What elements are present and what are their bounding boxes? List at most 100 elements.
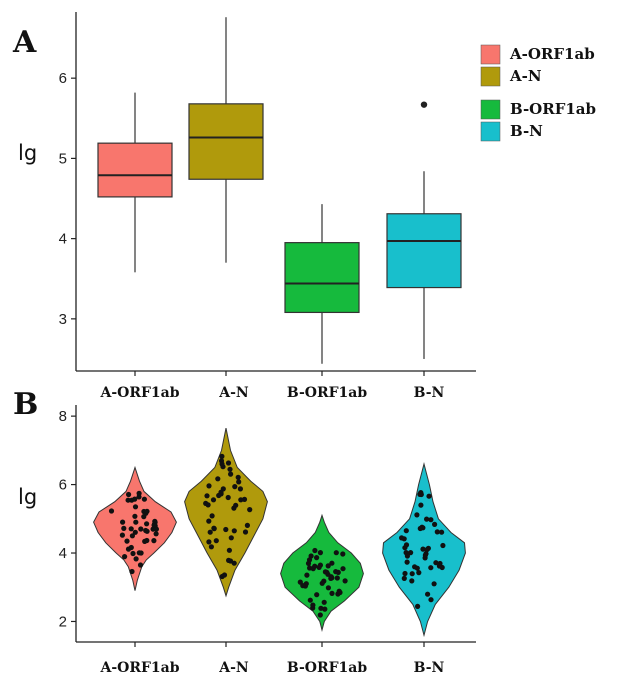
violin-point	[204, 493, 210, 499]
violin-point	[409, 578, 415, 584]
violin-point	[440, 542, 446, 549]
violin-point	[426, 493, 432, 499]
violin-point	[228, 471, 234, 477]
legend-swatch	[480, 99, 501, 120]
box-outlier	[420, 101, 428, 108]
violin-point	[129, 568, 135, 575]
violin-point	[318, 605, 324, 611]
violin-point	[329, 590, 335, 597]
panel-a-y-tick-label: 4	[59, 231, 67, 248]
panel-b-violin: 2 4 6 8 A-ORF1ab A-N B-ORF1ab B-N lg	[18, 405, 476, 676]
violin-point	[206, 518, 212, 524]
violin-point	[409, 571, 415, 577]
violin-point	[416, 570, 422, 576]
violin-point	[325, 585, 331, 591]
violin-point	[129, 533, 135, 539]
violin-point	[422, 552, 428, 558]
violin-point	[403, 542, 410, 548]
panel-b-x-tick-label-a-orf1ab: A-ORF1ab	[99, 660, 179, 676]
violin-point	[208, 544, 214, 550]
violin-point	[238, 497, 244, 503]
violin-point	[403, 528, 409, 534]
violin-shape	[93, 465, 177, 591]
violin-point	[211, 526, 217, 532]
violin-point	[237, 486, 243, 492]
violin-point	[244, 522, 250, 529]
violin-point	[228, 535, 234, 541]
violin-point	[401, 575, 407, 582]
violin-point	[236, 479, 242, 485]
panel-b-x-tick-label-a-n: A-N	[218, 660, 249, 676]
panel-a-x-tick-label-a-n: A-N	[218, 385, 249, 401]
violin-point	[223, 526, 229, 533]
violin-point	[125, 497, 131, 503]
panel-b-x-tick-label-b-n: B-N	[414, 660, 445, 676]
violin-point	[322, 606, 328, 612]
panel-a-x-tick-label-b-orf1ab: B-ORF1ab	[287, 385, 367, 401]
violin-point	[329, 560, 335, 566]
violin-point	[408, 550, 414, 556]
violin-point	[433, 560, 439, 566]
violin-point	[425, 591, 431, 597]
panel-a-x-tick-label-b-n: B-N	[414, 385, 445, 401]
violin-point	[213, 538, 219, 544]
violin-point	[137, 562, 144, 568]
violin-point	[144, 521, 150, 527]
violin-point	[242, 529, 249, 535]
violin-point	[235, 474, 241, 480]
violin-point	[404, 559, 410, 565]
violin-point	[232, 484, 238, 490]
violin-point	[122, 554, 128, 560]
violin-point	[424, 547, 430, 553]
violin-point	[225, 494, 231, 501]
violin-point	[333, 550, 339, 556]
violin-point	[428, 597, 434, 603]
violin-point	[132, 504, 139, 510]
violin-point	[136, 550, 142, 556]
violin-b-n	[382, 462, 466, 638]
legend-item-b-n: B-N	[480, 121, 543, 142]
legend-swatch	[480, 66, 501, 87]
violin-point	[210, 497, 217, 503]
violin-point	[138, 526, 144, 532]
box-body	[386, 213, 462, 289]
panel-b-y-tick-label: 8	[59, 408, 67, 425]
violin-point	[417, 525, 423, 532]
violin-point	[144, 508, 150, 514]
violin-point	[133, 519, 139, 525]
violin-point	[310, 566, 316, 572]
panel-a-y-axis-label: lg	[18, 141, 37, 165]
violin-point	[399, 535, 405, 541]
violin-point	[231, 528, 237, 534]
violin-point	[428, 565, 434, 571]
violin-point	[304, 572, 310, 578]
violin-point	[119, 532, 125, 538]
panel-b-x-tick-label-b-orf1ab: B-ORF1ab	[287, 660, 367, 676]
violin-point	[439, 529, 445, 535]
violin-point	[434, 529, 440, 535]
violin-point	[233, 502, 239, 508]
panel-a-boxplot: 3 4 5 6 A-ORF1ab A-N B-ORF1ab B-N lg	[18, 12, 476, 401]
violin-point	[121, 525, 127, 532]
violin-point	[206, 483, 212, 489]
panel-b-y-axis-label: lg	[18, 485, 37, 509]
violin-point	[153, 531, 159, 537]
violin-point	[136, 490, 142, 496]
panel-b-y-tick-label: 4	[59, 545, 67, 562]
violin-point	[143, 527, 149, 534]
violin-point	[297, 579, 303, 585]
legend-swatch	[480, 44, 501, 65]
legend-swatch	[480, 121, 501, 142]
violin-point	[132, 513, 138, 519]
violin-point	[317, 612, 323, 618]
violin-point	[325, 571, 331, 577]
violin-point	[144, 537, 150, 544]
violin-point	[227, 466, 233, 472]
violin-point	[305, 560, 312, 567]
violin-point	[219, 461, 225, 467]
box-a-n	[188, 17, 264, 263]
violin-shape	[280, 513, 364, 632]
violin-b-orf1ab	[280, 513, 364, 632]
violin-point	[319, 580, 325, 586]
